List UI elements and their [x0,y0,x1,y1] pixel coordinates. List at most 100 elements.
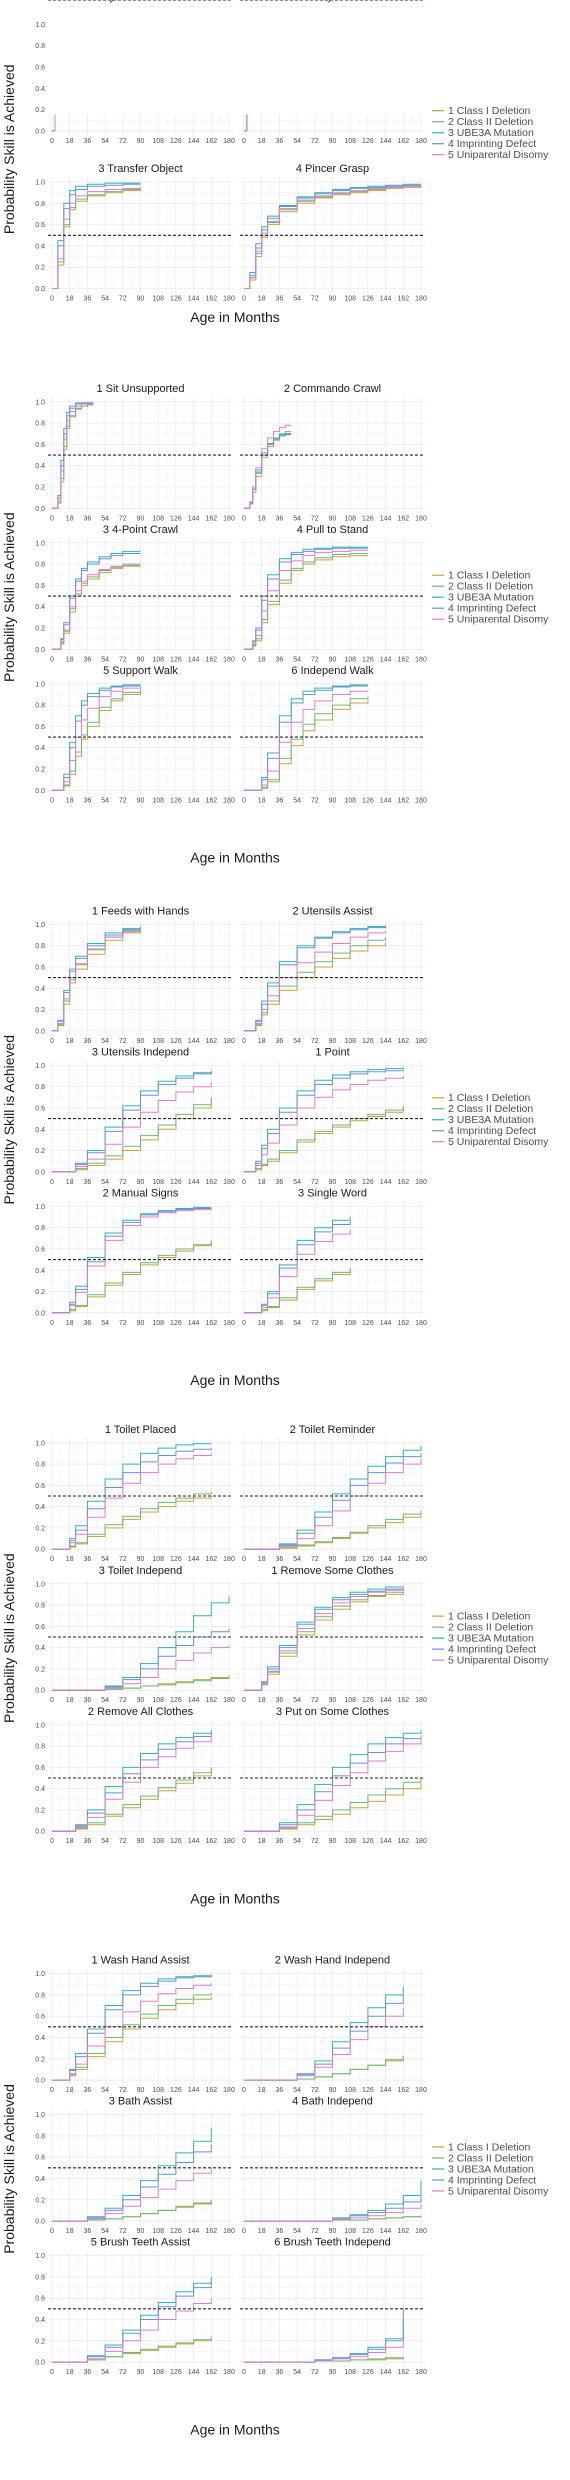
y-tick-label: 0.2 [35,1289,45,1296]
y-tick-label: 0.2 [35,1666,45,1673]
x-tick-label: 72 [311,2087,319,2094]
x-tick-label: 126 [362,295,374,302]
series-line [244,549,368,650]
panel-title: 3 Toilet Independ [99,1565,183,1577]
x-tick-label: 72 [119,515,127,522]
series-line [244,2338,404,2363]
x-tick-label: 90 [137,2369,145,2376]
panel-title: 1 Wash Hand Assist [91,1955,189,1967]
x-tick-label: 54 [101,1838,109,1845]
x-tick-label: 126 [362,1179,374,1186]
x-tick-label: 18 [258,1838,266,1845]
x-tick-label: 162 [205,2369,217,2376]
x-tick-label: 144 [188,138,200,145]
x-tick-label: 36 [276,2087,284,2094]
x-tick-label: 0 [50,2087,54,2094]
x-axis-label: Age in Months [190,1372,280,1388]
x-tick-label: 162 [397,1179,409,1186]
y-tick-label: 0.2 [35,2197,45,2204]
x-tick-label: 180 [223,2369,235,2376]
x-tick-label: 144 [188,1556,200,1563]
panel: 3 Put on Some Clothes 0 18 36 54 72 90 108 126 14… [240,1706,427,1845]
x-tick-label: 54 [101,2087,109,2094]
x-tick-label: 180 [415,1838,427,1845]
y-tick-label: 0.2 [35,0,45,2]
x-tick-label: 144 [380,2087,392,2094]
panel-title: 6 Brush Teeth Independ [274,2237,391,2249]
x-tick-label: 36 [276,1556,284,1563]
x-tick-label: 54 [101,515,109,522]
x-tick-label: 108 [152,1556,164,1563]
x-tick-label: 54 [101,1556,109,1563]
x-tick-label: 162 [397,138,409,145]
x-tick-label: 126 [170,0,182,2]
y-tick-label: 0.2 [35,107,45,114]
series-line [52,1596,230,1691]
legend-label: 3 UBE3A Mutation [448,592,534,604]
y-tick-label: 0.6 [35,442,45,449]
x-tick-label: 144 [380,1838,392,1845]
panel: 1 Sit Unsupported 0.0 0.2 0.4 0.6 0.8 1.0 0 18 36… [35,383,235,522]
x-tick-label: 90 [329,295,337,302]
x-tick-label: 180 [223,1838,235,1845]
y-tick-label: 0.0 [35,2078,45,2085]
y-tick-label: 0.4 [35,0,45,2]
x-tick-label: 126 [170,138,182,145]
y-tick-label: 0.0 [35,286,45,293]
x-tick-label: 108 [344,2369,356,2376]
panel: 1 Point 0 18 36 54 72 90 108 126 144 162 180 [240,1046,427,1186]
x-tick-label: 162 [205,138,217,145]
legend-label: 4 Imprinting Defect [448,138,536,150]
series-line [244,1783,422,1832]
x-tick-label: 126 [170,1038,182,1045]
panel: 4 Bath Independ 0 18 36 54 72 90 108 126 144 162 18… [240,2096,427,2235]
x-tick-label: 54 [101,1320,109,1327]
x-tick-label: 144 [188,797,200,804]
x-tick-label: 126 [362,656,374,663]
y-tick-label: 0.2 [35,2056,45,2063]
x-tick-label: 72 [311,1556,319,1563]
x-tick-label: 162 [205,2228,217,2235]
y-tick-label: 0.2 [35,265,45,272]
x-tick-label: 54 [293,797,301,804]
panel-background [48,0,233,115]
series-line [52,2281,212,2363]
x-tick-label: 18 [258,1697,266,1704]
x-tick-label: 108 [344,1556,356,1563]
x-tick-label: 72 [119,2228,127,2235]
x-tick-label: 108 [152,1838,164,1845]
y-axis-label: Probability Skill is Achieved [1,1553,17,1723]
x-tick-label: 126 [170,2087,182,2094]
y-tick-label: 0.8 [35,2274,45,2281]
x-tick-label: 144 [188,0,200,2]
x-tick-label: 144 [380,295,392,302]
y-axis-label: Probability Skill is Achieved [1,1035,17,1205]
x-tick-label: 108 [152,2369,164,2376]
x-axis-label: Age in Months [190,850,280,866]
x-axis-label: Age in Months [190,309,280,325]
x-tick-label: 162 [205,656,217,663]
x-tick-label: 18 [258,2228,266,2235]
panel-title: 2 Toilet Reminder [290,1424,376,1436]
panel-title: 3 4-Point Crawl [103,524,178,536]
x-tick-label: 90 [329,2087,337,2094]
y-tick-label: 0.4 [35,2176,45,2183]
x-tick-label: 18 [66,1838,74,1845]
x-tick-label: 36 [276,1038,284,1045]
legend-label: 1 Class I Deletion [448,1092,530,1104]
panel: 3 Single Word 0 18 36 54 72 90 108 126 144 162 180 [240,1187,427,1327]
x-tick-label: 126 [362,797,374,804]
y-tick-label: 0.4 [35,745,45,752]
panel: 3 Bath Assist 0.0 0.2 0.4 0.6 0.8 1.0 0 18 36 54 72… [35,2096,235,2235]
x-tick-label: 36 [276,295,284,302]
x-tick-label: 0 [242,656,246,663]
x-tick-label: 126 [362,1556,374,1563]
x-tick-label: 36 [276,1179,284,1186]
x-tick-label: 72 [311,138,319,145]
x-tick-label: 0 [242,138,246,145]
legend-label: 1 Class I Deletion [448,105,530,117]
x-tick-label: 0 [242,0,246,2]
x-tick-label: 126 [170,656,182,663]
panel: 1 Feeds with Hands 0.0 0.2 0.4 0.6 0.8 1.0 0 18 3… [35,905,235,1044]
